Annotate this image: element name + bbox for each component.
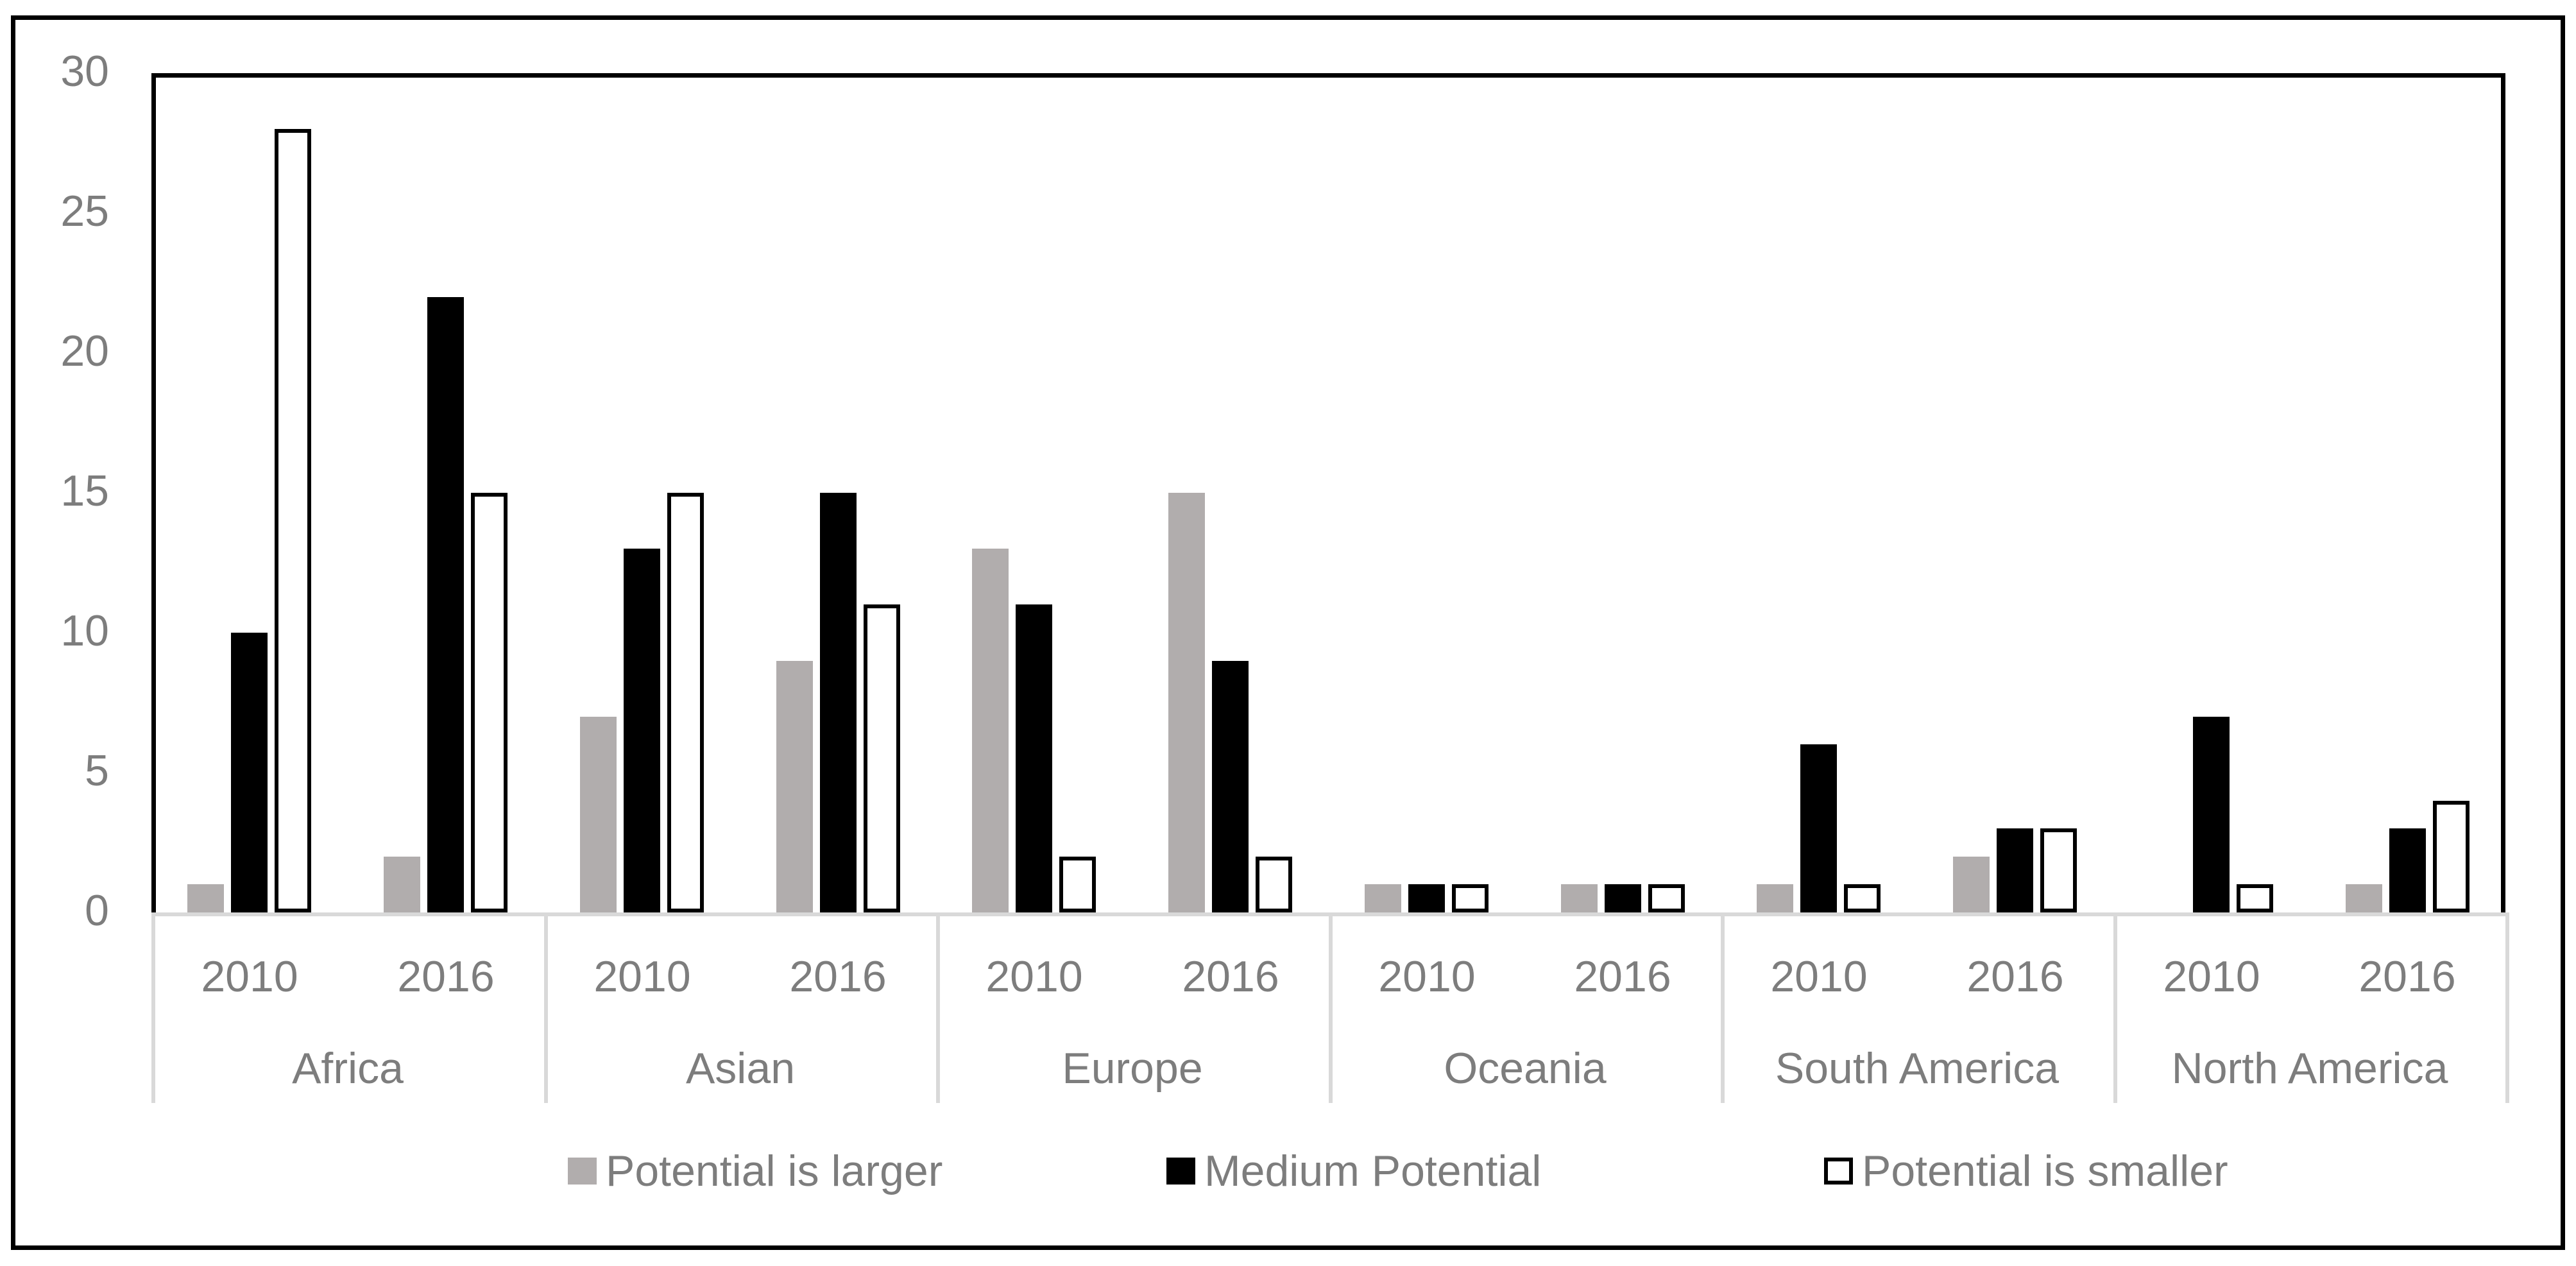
legend-swatch-icon — [568, 1158, 597, 1185]
category-divider — [936, 912, 940, 1103]
year-label: 2010 — [985, 952, 1083, 1001]
continent-label: Asian — [685, 1044, 796, 1093]
bar-europe-2010-s2 — [1059, 857, 1096, 912]
bar-south-america-2016-s2 — [2040, 828, 2077, 912]
year-label: 2010 — [2163, 952, 2260, 1001]
bar-europe-2010-s1 — [1016, 604, 1052, 912]
bar-asian-2016-s1 — [820, 493, 857, 912]
legend-label: Potential is larger — [606, 1147, 943, 1195]
y-axis-tick-label: 5 — [85, 746, 109, 795]
bar-north-america-2010-s2 — [2237, 884, 2273, 912]
bar-europe-2016-s1 — [1212, 661, 1249, 912]
bar-south-america-2010-s0 — [1757, 884, 1793, 912]
year-label: 2016 — [1966, 952, 2064, 1001]
bar-oceania-2010-s1 — [1408, 884, 1445, 912]
year-label: 2010 — [593, 952, 691, 1001]
year-label: 2016 — [397, 952, 495, 1001]
continent-label: Oceania — [1444, 1044, 1607, 1093]
category-divider — [151, 912, 155, 1103]
legend-item-potential-is-larger: Potential is larger — [568, 1146, 943, 1196]
bar-oceania-2016-s1 — [1605, 884, 1641, 912]
bar-asian-2016-s0 — [776, 661, 813, 912]
y-axis-tick-label: 20 — [60, 326, 109, 375]
year-label: 2016 — [2358, 952, 2456, 1001]
bar-africa-2010-s0 — [187, 884, 224, 912]
bar-oceania-2010-s0 — [1365, 884, 1401, 912]
y-axis-tick-label: 30 — [60, 46, 109, 96]
bar-south-america-2016-s0 — [1953, 857, 1990, 912]
legend-label: Potential is smaller — [1862, 1147, 2228, 1195]
bar-africa-2016-s0 — [384, 857, 420, 912]
bar-europe-2010-s0 — [972, 549, 1009, 912]
bar-north-america-2016-s1 — [2389, 828, 2426, 912]
bar-europe-2016-s0 — [1168, 493, 1205, 912]
legend-swatch-icon — [1166, 1158, 1195, 1185]
legend-swatch-icon — [1824, 1158, 1853, 1185]
bar-north-america-2016-s2 — [2433, 801, 2469, 912]
category-divider — [1329, 912, 1333, 1103]
bar-oceania-2016-s2 — [1648, 884, 1685, 912]
bar-south-america-2016-s1 — [1997, 828, 2033, 912]
category-divider — [2505, 912, 2509, 1103]
continent-label: North America — [2171, 1044, 2448, 1093]
bar-south-america-2010-s1 — [1800, 744, 1837, 912]
y-axis-tick-label: 0 — [85, 885, 109, 935]
category-divider — [544, 912, 548, 1103]
category-divider — [1721, 912, 1725, 1103]
plot-area — [151, 73, 2505, 912]
bar-africa-2016-s2 — [471, 493, 508, 912]
bar-europe-2016-s2 — [1256, 857, 1292, 912]
bar-north-america-2010-s1 — [2193, 717, 2230, 912]
year-label: 2010 — [1770, 952, 1868, 1001]
year-label: 2016 — [1182, 952, 1279, 1001]
legend-item-potential-is-smaller: Potential is smaller — [1824, 1146, 2228, 1196]
y-axis-tick-label: 10 — [60, 606, 109, 655]
bar-asian-2010-s1 — [624, 549, 660, 912]
year-label: 2010 — [201, 952, 298, 1001]
year-label: 2010 — [1378, 952, 1476, 1001]
bar-oceania-2016-s0 — [1561, 884, 1598, 912]
bar-africa-2010-s1 — [231, 633, 268, 912]
bar-asian-2010-s2 — [667, 493, 704, 912]
legend-item-medium-potential: Medium Potential — [1166, 1146, 1541, 1196]
bar-oceania-2010-s2 — [1452, 884, 1488, 912]
bar-africa-2016-s1 — [427, 297, 464, 912]
continent-label: South America — [1775, 1044, 2060, 1093]
bar-africa-2010-s2 — [275, 129, 311, 912]
bar-asian-2010-s0 — [580, 717, 617, 912]
year-label: 2016 — [1574, 952, 1671, 1001]
bar-asian-2016-s2 — [864, 604, 900, 912]
y-axis-tick-label: 25 — [60, 186, 109, 235]
continent-label: Africa — [292, 1044, 404, 1093]
year-label: 2016 — [789, 952, 887, 1001]
y-axis-tick-label: 15 — [60, 466, 109, 515]
legend-label: Medium Potential — [1204, 1147, 1542, 1195]
continent-label: Europe — [1062, 1044, 1203, 1093]
category-divider — [2113, 912, 2117, 1103]
bar-north-america-2016-s0 — [2346, 884, 2382, 912]
chart-outer-border — [11, 15, 2565, 1250]
bar-south-america-2010-s2 — [1844, 884, 1881, 912]
